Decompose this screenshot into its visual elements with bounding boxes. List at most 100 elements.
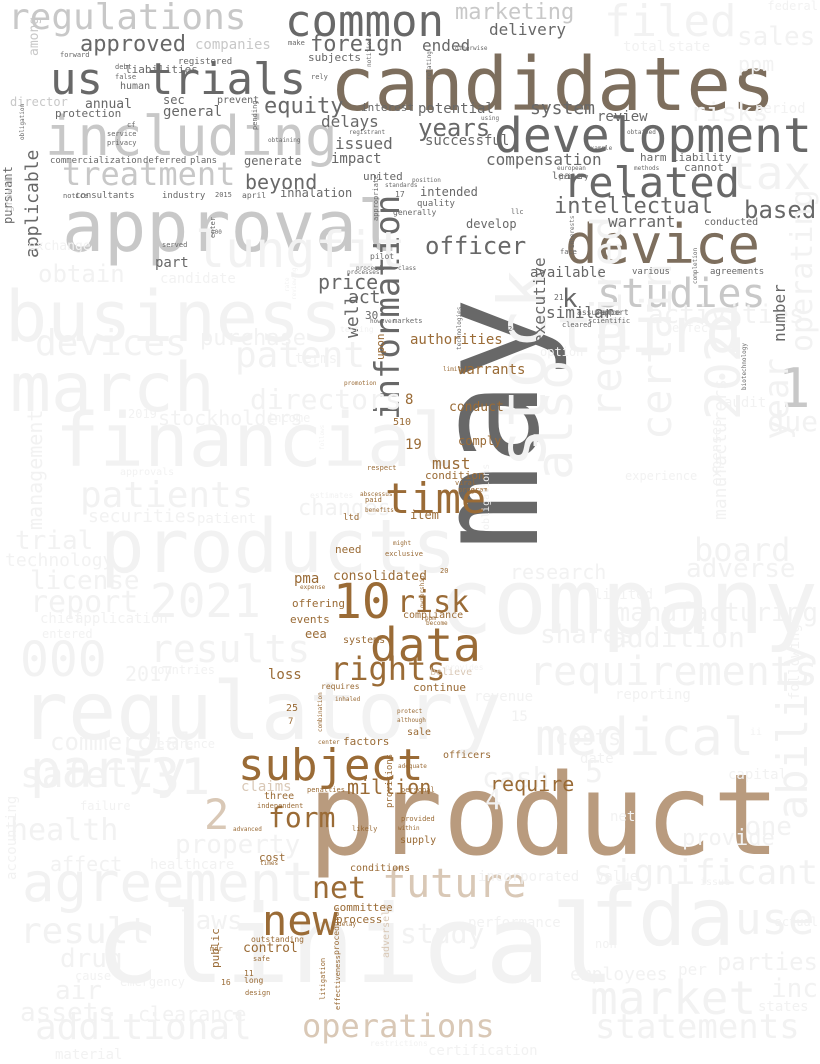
word-activities: activities [648,300,805,330]
word-ppm: ppm [738,52,775,76]
word-april: april [242,191,267,200]
word-report: report [30,585,139,620]
word-addition: addition [610,621,745,654]
word-consultants: consultants [75,191,135,201]
word-devices: devices [35,323,187,364]
word-regulations: regulations [8,0,247,38]
word-healthcare: healthcare [150,857,235,873]
word-7: 7 [288,717,294,727]
word-terms: terms [295,351,338,367]
word-date: date [580,751,614,767]
word-product: product [308,751,781,881]
word-believe: believe [430,667,473,678]
word-although: although [397,717,426,724]
word-proceeds: proceeds [356,265,385,272]
word-2019: 2019 [128,407,157,421]
word-must: must [432,454,471,473]
word-entered: entered [42,627,93,641]
word-air: air [55,976,102,1006]
word-data: data [370,618,481,672]
word-2015: 2015 [215,191,232,199]
word-biotechnology: biotechnology [741,343,748,390]
word-comply: comply [458,434,502,448]
word-time: time [385,474,487,523]
word-delivery: delivery [489,20,567,39]
word-trial: trial [15,526,94,556]
word-conditions: conditions [350,863,411,874]
word-lease: lease [552,171,583,182]
word-capital: capital [728,767,788,783]
word-assets: assets [20,998,114,1028]
word-appropriate: appropriate [372,174,380,221]
word-long: long [244,976,264,985]
word-ended: ended [422,36,471,55]
word-total: total [623,39,666,55]
word-tax: tax [728,146,812,200]
word-chief: chief [40,611,83,627]
word-emergency: emergency [120,975,186,989]
word-system: system [530,98,596,119]
word-companies: companies [195,37,271,53]
word-primary: primary [559,173,589,181]
word-committee: committee [333,901,393,914]
word-revenue: revenue [474,689,534,705]
word-among: among [27,16,42,56]
word-program: program [458,486,488,494]
word-marketing: marketing [455,0,575,25]
word-served: served [162,241,188,249]
word-conduct: conduct [449,400,504,415]
word-market: market [590,971,757,1025]
word-pma: pma [294,571,320,587]
word-times: times [260,860,279,867]
word-inhaled: inhaled [335,696,361,703]
word-safety: safety [20,755,151,796]
word-period: period [755,101,806,117]
word-likely: likely [352,825,378,833]
word-actual: actual [774,915,818,929]
word-reference: reference [150,737,216,751]
word-fda: fda [590,871,735,964]
word-supply: supply [400,835,437,846]
word-incorporated: incorporated [478,869,580,885]
word-develop: develop [466,217,517,231]
word-human: human [120,81,151,92]
word-face: face [560,248,577,256]
word-harm: harm [640,151,667,164]
word-20: 20 [440,567,449,575]
word-advanced: advanced [233,826,262,833]
word-application: application [75,611,168,627]
word-approval: approval [62,186,400,268]
word-device: device [565,213,761,276]
word-officers: officers [443,750,492,761]
word-1: 1 [778,357,811,420]
word-exchange: exchange [28,239,91,254]
word-pilot: pilot [370,252,395,261]
word-combination: combination [317,692,324,732]
word-federal: federal [767,0,818,13]
word-follows: follows [319,424,326,450]
word-medical: medical [535,708,755,768]
word-patent: patent [235,335,366,376]
word-one: one [745,812,792,842]
word-european: european [557,165,586,172]
word-provided: provided [401,815,435,823]
word-relating: relating [426,51,433,80]
word-31: 31 [150,748,211,806]
word-2017: 2017 [125,662,174,686]
word-audit: audit [724,395,767,411]
word-testing: testing [340,325,374,334]
word-impact: impact [331,151,382,167]
word-us: us [50,54,103,105]
word-generate: generate [244,154,302,168]
word-consolidated: consolidated [333,569,427,584]
word-support: support [595,308,629,317]
word-successful: successful [425,133,510,149]
word-5: 5 [585,755,604,790]
word-shares: shares [540,620,634,650]
word-performance: performance [468,915,561,931]
word-25: 25 [286,703,299,714]
word-condition: condition [425,469,485,482]
word-exclusive: exclusive [385,550,423,558]
word-property: property [175,830,301,860]
word-issue: issue [700,877,731,888]
